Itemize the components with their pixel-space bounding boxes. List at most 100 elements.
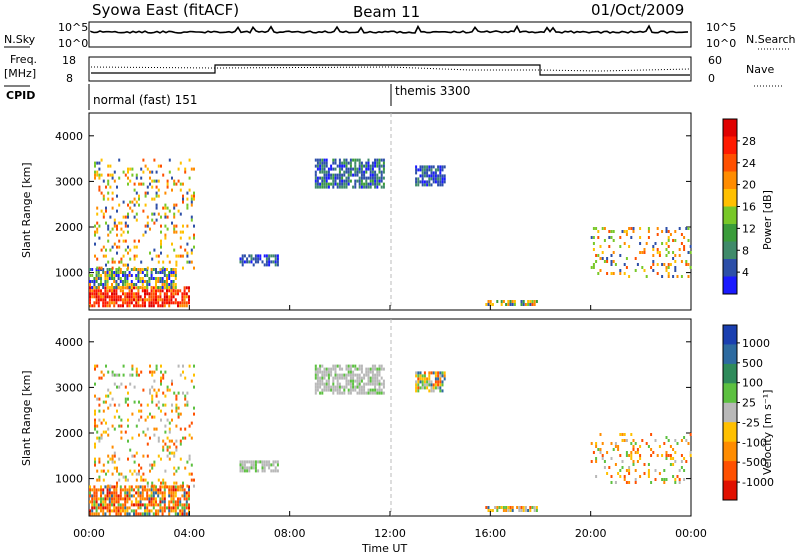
range-gate-cell (141, 304, 144, 308)
range-gate-cell (108, 295, 111, 299)
range-gate-cell (190, 436, 193, 440)
range-gate-cell (135, 245, 138, 249)
colorbar-swatch (723, 344, 737, 365)
range-gate-cell (321, 391, 324, 395)
range-gate-cell (146, 512, 149, 516)
range-gate-cell (166, 295, 168, 299)
range-gate-cell (332, 179, 335, 183)
range-gate-cell (142, 209, 145, 213)
range-gate-cell (137, 295, 140, 299)
range-gate-cell (133, 494, 135, 498)
range-gate-cell (656, 227, 659, 230)
range-gate-cell (641, 439, 644, 442)
range-gate-cell (182, 182, 184, 186)
range-gate-cell (93, 301, 96, 305)
range-gate-cell (104, 506, 107, 510)
range-gate-cell (415, 180, 418, 184)
range-gate-cell (122, 292, 124, 296)
range-gate-cell (100, 248, 103, 252)
range-gate-cell (661, 478, 664, 481)
range-gate-cell (263, 460, 266, 464)
range-gate-cell (349, 373, 352, 377)
range-gate-cell (185, 292, 188, 296)
range-gate-cell (358, 176, 361, 180)
range-gate-cell (354, 364, 357, 368)
range-gate-cell (113, 221, 116, 225)
range-gate-cell (595, 475, 598, 478)
range-gate-cell (314, 373, 317, 377)
range-gate-cell (439, 389, 442, 393)
range-gate-cell (380, 164, 383, 168)
range-gate-cell (137, 289, 140, 293)
range-gate-cell (102, 215, 105, 219)
range-gate-cell (172, 497, 175, 501)
range-gate-cell (151, 212, 154, 216)
range-gate-cell (141, 268, 144, 271)
range-gate-cell (349, 376, 352, 380)
range-gate-cell (89, 500, 91, 504)
range-gate-cell (149, 364, 151, 368)
range-gate-cell (152, 488, 155, 492)
range-gate-cell (334, 167, 337, 171)
range-gate-cell (152, 304, 155, 308)
range-gate-cell (144, 289, 146, 293)
range-gate-cell (531, 303, 534, 306)
range-gate-cell (148, 497, 151, 501)
range-gate-cell (332, 379, 335, 383)
range-gate-cell (146, 185, 149, 189)
range-gate-cell (124, 491, 127, 495)
range-gate-cell (149, 412, 151, 416)
range-gate-cell (380, 179, 383, 183)
range-gate-cell (173, 212, 176, 216)
range-gate-cell (108, 491, 111, 495)
range-gate-cell (683, 236, 686, 239)
range-gate-cell (639, 457, 642, 460)
range-gate-cell (597, 254, 600, 257)
range-gate-cell (89, 304, 91, 308)
range-gate-cell (163, 286, 166, 289)
range-gate-cell (146, 454, 149, 458)
range-gate-cell (367, 391, 370, 395)
range-gate-cell (185, 500, 188, 504)
range-gate-cell (437, 377, 440, 381)
range-gate-cell (128, 485, 131, 489)
range-gate-cell (325, 170, 328, 174)
range-gate-cell (117, 500, 120, 504)
range-gate-cell (252, 466, 255, 470)
range-gate-cell (153, 415, 156, 419)
range-gate-cell (186, 251, 189, 255)
colorbar-tick-label: -100 (742, 436, 767, 449)
range-gate-cell (325, 185, 328, 189)
range-gate-cell (102, 304, 105, 308)
range-gate-cell (96, 430, 99, 434)
range-gate-cell (341, 164, 344, 168)
colorbar-swatch (723, 241, 737, 260)
range-gate-cell (162, 376, 165, 380)
range-gate-cell (325, 179, 328, 183)
range-gate-cell (382, 161, 385, 165)
range-gate-cell (441, 371, 444, 375)
range-gate-cell (93, 280, 96, 283)
range-gate-cell (124, 280, 127, 283)
range-gate-cell (146, 215, 149, 219)
range-gate-cell (179, 212, 182, 216)
range-gate-cell (116, 185, 118, 189)
range-gate-cell (109, 403, 112, 407)
range-gate-cell (529, 506, 532, 509)
range-gate-cell (94, 427, 96, 431)
range-gate-cell (610, 475, 613, 478)
range-gate-cell (102, 503, 105, 507)
range-gate-cell (630, 236, 633, 239)
range-gate-cell (126, 304, 129, 308)
range-gate-cell (168, 509, 171, 513)
range-gate-cell (146, 224, 149, 228)
range-gate-cell (166, 298, 168, 302)
range-gate-cell (345, 382, 348, 386)
range-gate-cell (441, 374, 444, 378)
range-gate-cell (118, 415, 121, 419)
range-gate-cell (120, 424, 123, 428)
range-gate-cell (428, 389, 431, 393)
range-gate-cell (428, 374, 431, 378)
range-gate-cell (325, 388, 328, 392)
range-gate-cell (181, 506, 184, 510)
